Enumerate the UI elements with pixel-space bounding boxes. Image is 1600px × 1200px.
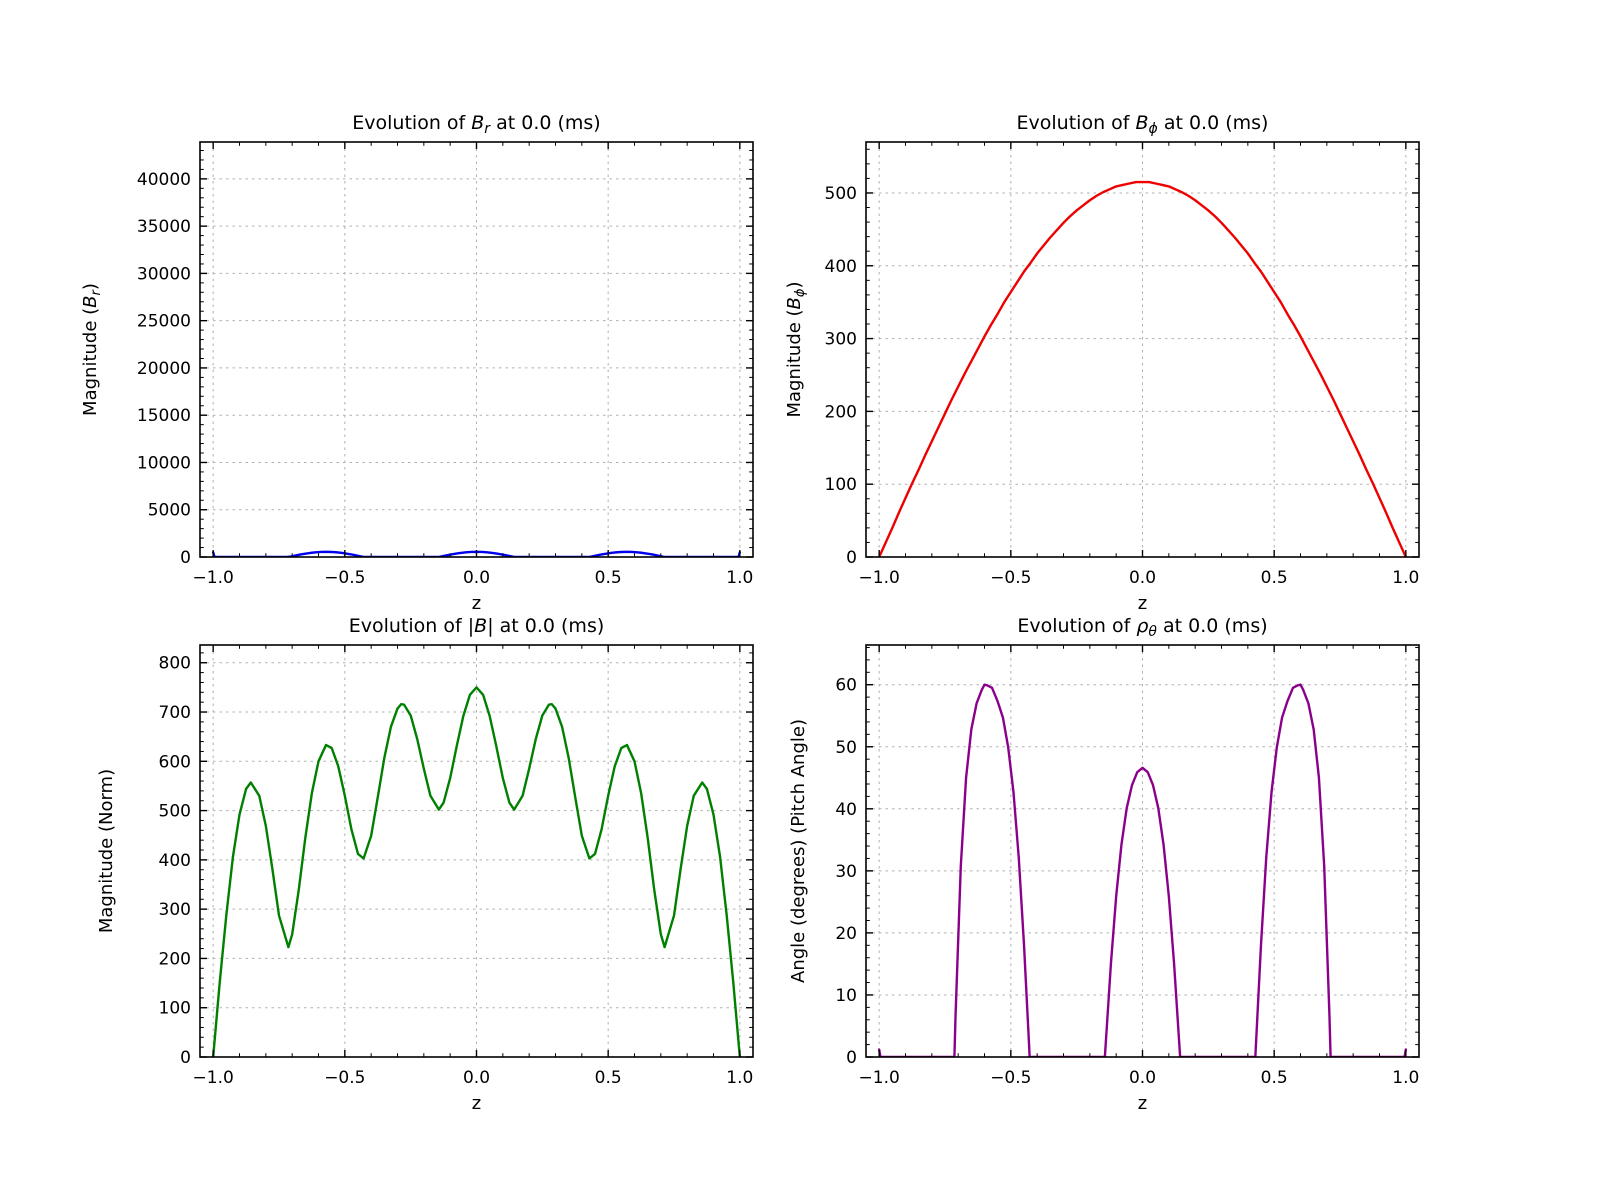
x-tick-label: 1.0: [1392, 1068, 1419, 1088]
y-tick-label: 100: [159, 999, 191, 1019]
x-tick-label: 0.0: [463, 568, 490, 588]
y-tick-label: 40000: [137, 170, 191, 190]
x-tick-label: 0.5: [595, 568, 622, 588]
y-tick-label: 400: [159, 851, 191, 871]
x-tick-label: 0.5: [1261, 568, 1288, 588]
axes-spines: [199, 644, 754, 1058]
y-tick-label: 0: [846, 548, 857, 568]
y-tick-label: 10: [835, 986, 857, 1006]
x-tick-label: −0.5: [990, 1068, 1031, 1088]
x-tick-label: 0.5: [595, 1068, 622, 1088]
x-tick-label: −0.5: [990, 568, 1031, 588]
x-tick-label: 0.0: [463, 1068, 490, 1088]
y-axis-label: Magnitude (Bϕ): [784, 281, 808, 417]
y-tick-label: 600: [159, 752, 191, 772]
x-tick-label: −1.0: [859, 568, 900, 588]
y-tick-label: 15000: [137, 406, 191, 426]
y-tick-label: 300: [825, 330, 857, 350]
x-tick-label: −1.0: [193, 1068, 234, 1088]
pitch-curve: [877, 683, 1408, 1057]
y-tick-label: 500: [825, 184, 857, 204]
axes-spines: [199, 141, 754, 558]
br-curve: [211, 550, 742, 557]
y-tick-label: 700: [159, 703, 191, 723]
y-tick-label: 200: [825, 402, 857, 422]
axes-spines: [865, 141, 1420, 558]
y-tick-label: 5000: [148, 501, 191, 521]
y-axis-label: Angle (degrees) (Pitch Angle): [788, 719, 809, 983]
x-tick-label: 0.0: [1129, 1068, 1156, 1088]
x-tick-label: 1.0: [726, 568, 753, 588]
x-tick-label: −0.5: [324, 568, 365, 588]
x-axis-label: z: [1138, 593, 1147, 614]
y-tick-label: 40: [835, 800, 857, 820]
x-tick-label: 1.0: [1392, 568, 1419, 588]
y-tick-label: 20: [835, 924, 857, 944]
y-tick-label: 50: [835, 738, 857, 758]
chart-title: Evolution of Br at 0.0 (ms): [352, 112, 600, 137]
y-axis-label: Magnitude (Norm): [96, 769, 117, 933]
x-tick-label: −1.0: [859, 1068, 900, 1088]
y-tick-label: 30: [835, 862, 857, 882]
y-tick-label: 400: [825, 257, 857, 277]
chart-title: Evolution of Bϕ at 0.0 (ms): [1017, 112, 1269, 137]
x-axis-label: z: [472, 1093, 481, 1114]
chart-title: Evolution of |B| at 0.0 (ms): [349, 615, 605, 637]
x-tick-label: −1.0: [193, 568, 234, 588]
y-axis-label: Magnitude (Br): [80, 283, 104, 416]
x-tick-label: 0.0: [1129, 568, 1156, 588]
y-tick-label: 35000: [137, 217, 191, 237]
x-tick-label: 0.5: [1261, 1068, 1288, 1088]
bphi-curve: [877, 180, 1408, 557]
axes-spines: [865, 644, 1420, 1058]
y-tick-label: 100: [825, 475, 857, 495]
chart-title: Evolution of ρθ at 0.0 (ms): [1017, 615, 1267, 640]
x-tick-label: 1.0: [726, 1068, 753, 1088]
y-tick-label: 20000: [137, 359, 191, 379]
x-tick-label: −0.5: [324, 1068, 365, 1088]
y-tick-label: 500: [159, 802, 191, 822]
y-tick-label: 800: [159, 654, 191, 674]
y-tick-label: 0: [180, 548, 191, 568]
y-tick-label: 10000: [137, 453, 191, 473]
y-tick-label: 30000: [137, 264, 191, 284]
x-axis-label: z: [1138, 1093, 1147, 1114]
y-tick-label: 200: [159, 949, 191, 969]
y-tick-label: 60: [835, 676, 857, 696]
y-tick-label: 25000: [137, 312, 191, 332]
y-tick-label: 0: [180, 1048, 191, 1068]
y-tick-label: 300: [159, 900, 191, 920]
y-tick-label: 0: [846, 1048, 857, 1068]
bnorm-curve: [211, 686, 742, 1057]
x-axis-label: z: [472, 593, 481, 614]
